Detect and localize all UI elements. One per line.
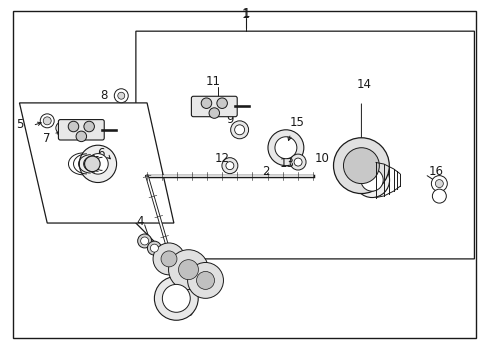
Circle shape (147, 241, 161, 255)
Circle shape (274, 137, 296, 159)
Text: 5: 5 (17, 118, 24, 131)
Circle shape (434, 180, 443, 188)
Circle shape (196, 271, 214, 289)
Circle shape (138, 234, 151, 248)
Polygon shape (13, 12, 475, 338)
Circle shape (84, 121, 94, 132)
Text: 8: 8 (100, 89, 107, 102)
Circle shape (114, 89, 128, 103)
Text: 2: 2 (262, 165, 269, 177)
Circle shape (118, 92, 124, 99)
Circle shape (225, 162, 233, 170)
Polygon shape (136, 31, 473, 259)
Circle shape (59, 125, 65, 131)
Circle shape (222, 158, 237, 174)
Text: 1: 1 (242, 7, 249, 20)
Text: 12: 12 (215, 152, 230, 165)
Text: 15: 15 (289, 116, 304, 129)
Circle shape (162, 284, 190, 312)
Circle shape (79, 145, 116, 183)
Text: 3: 3 (184, 306, 192, 319)
Circle shape (76, 131, 86, 141)
Circle shape (154, 276, 198, 320)
Text: 14: 14 (356, 78, 370, 91)
Circle shape (187, 262, 223, 298)
Circle shape (56, 122, 68, 134)
Circle shape (178, 260, 198, 280)
Circle shape (333, 138, 388, 194)
Text: 13: 13 (279, 157, 294, 170)
FancyBboxPatch shape (191, 96, 237, 117)
Circle shape (216, 98, 227, 108)
Circle shape (430, 176, 447, 192)
Polygon shape (136, 31, 473, 259)
Polygon shape (20, 103, 174, 223)
Circle shape (84, 156, 100, 172)
FancyBboxPatch shape (58, 120, 104, 140)
Circle shape (201, 98, 211, 108)
Circle shape (208, 108, 219, 118)
Circle shape (161, 251, 177, 267)
Circle shape (43, 117, 51, 125)
Circle shape (360, 169, 383, 191)
Circle shape (234, 125, 244, 135)
Text: 11: 11 (205, 75, 220, 88)
Circle shape (150, 244, 158, 252)
Circle shape (40, 114, 54, 128)
Circle shape (87, 154, 108, 174)
Text: 6: 6 (97, 147, 104, 159)
Text: 10: 10 (314, 152, 329, 165)
Text: 1: 1 (242, 8, 249, 21)
Circle shape (68, 121, 79, 132)
Text: 16: 16 (428, 165, 443, 177)
Circle shape (431, 189, 446, 203)
Text: 4: 4 (136, 215, 143, 228)
Text: 9: 9 (225, 113, 233, 126)
Circle shape (354, 162, 389, 198)
Circle shape (267, 130, 303, 166)
Circle shape (168, 250, 208, 289)
Circle shape (141, 237, 148, 245)
Text: 7: 7 (43, 132, 51, 145)
Circle shape (343, 148, 379, 184)
Circle shape (293, 158, 302, 166)
Circle shape (230, 121, 248, 139)
Circle shape (153, 243, 184, 275)
Circle shape (289, 154, 305, 170)
